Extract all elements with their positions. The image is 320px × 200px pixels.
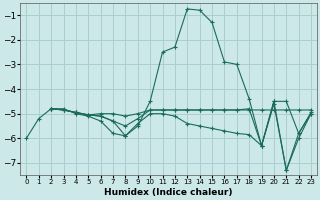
X-axis label: Humidex (Indice chaleur): Humidex (Indice chaleur)	[104, 188, 233, 197]
